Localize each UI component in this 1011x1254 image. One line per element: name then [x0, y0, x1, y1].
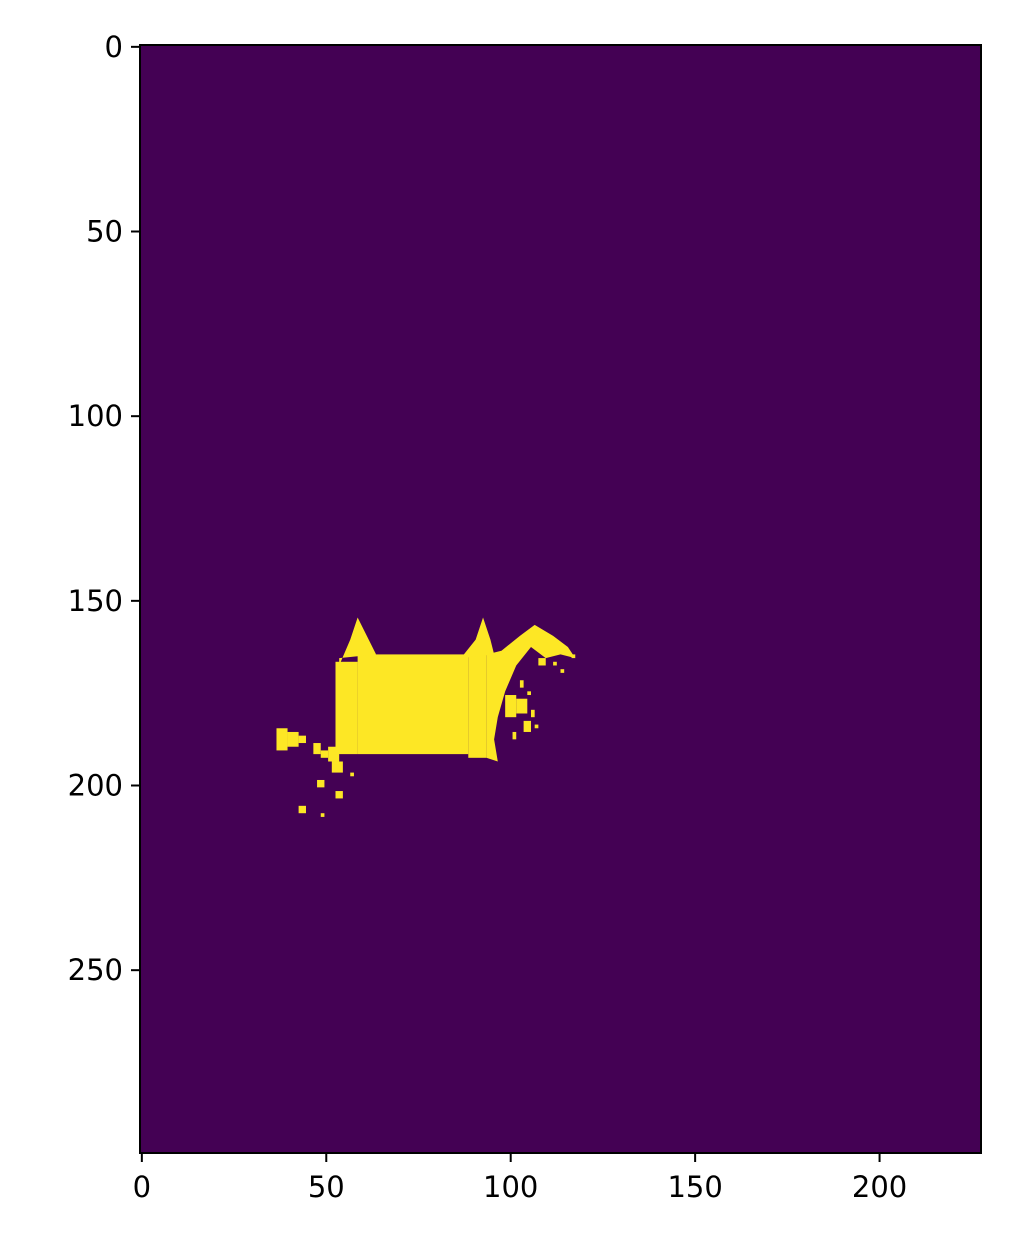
- x-tick-label: 200: [852, 1170, 907, 1204]
- x-axis: 0 50 100 150 200: [133, 1153, 907, 1204]
- plot-frame: [139, 44, 982, 1154]
- mask-region-23: [534, 724, 539, 729]
- mask-region-16: [335, 791, 343, 799]
- mask-region-0: [357, 654, 469, 755]
- mask-layer: [276, 617, 576, 817]
- y-tick-label: 0: [105, 30, 123, 64]
- mask-region-4: [460, 617, 495, 659]
- y-tick-label: 200: [68, 769, 123, 803]
- mask-region-1: [335, 661, 358, 755]
- x-tick-label: 0: [133, 1170, 151, 1204]
- mask-region-2: [468, 654, 487, 758]
- mask-region-11: [287, 731, 299, 747]
- mask-region-24: [538, 658, 546, 666]
- mask-region-20: [523, 720, 531, 732]
- mask-region-29: [527, 691, 531, 696]
- mask-region-7: [516, 698, 528, 714]
- mask-region-13: [313, 743, 321, 755]
- y-axis: 0 50 100 150 200 250: [68, 30, 140, 987]
- heatmap-background: [140, 45, 981, 1153]
- mask-region-15: [317, 779, 325, 788]
- y-tick-label: 150: [68, 584, 123, 618]
- mask-region-8: [328, 746, 340, 762]
- mask-region-27: [571, 654, 576, 659]
- mask-region-25: [553, 661, 557, 666]
- x-tick-label: 100: [483, 1170, 538, 1204]
- x-tick-label: 50: [308, 1170, 345, 1204]
- y-tick-label: 250: [68, 953, 123, 987]
- mask-region-12: [298, 735, 306, 744]
- x-tick-label: 150: [667, 1170, 722, 1204]
- mask-region-19: [350, 772, 354, 777]
- mask-region-28: [519, 680, 524, 688]
- mask-region-26: [560, 669, 565, 673]
- mask-region-21: [512, 731, 517, 740]
- mask-region-18: [320, 813, 325, 817]
- mask-region-6: [505, 695, 517, 718]
- y-tick-label: 100: [68, 399, 123, 433]
- mask-region-17: [298, 805, 306, 814]
- mask-region-3: [339, 617, 377, 666]
- mask-region-14: [320, 750, 329, 758]
- mask-region-5: [486, 624, 576, 762]
- mask-region-9: [331, 761, 343, 773]
- y-tick-label: 50: [86, 215, 123, 249]
- mask-region-10: [276, 728, 288, 751]
- mask-region-22: [530, 709, 535, 718]
